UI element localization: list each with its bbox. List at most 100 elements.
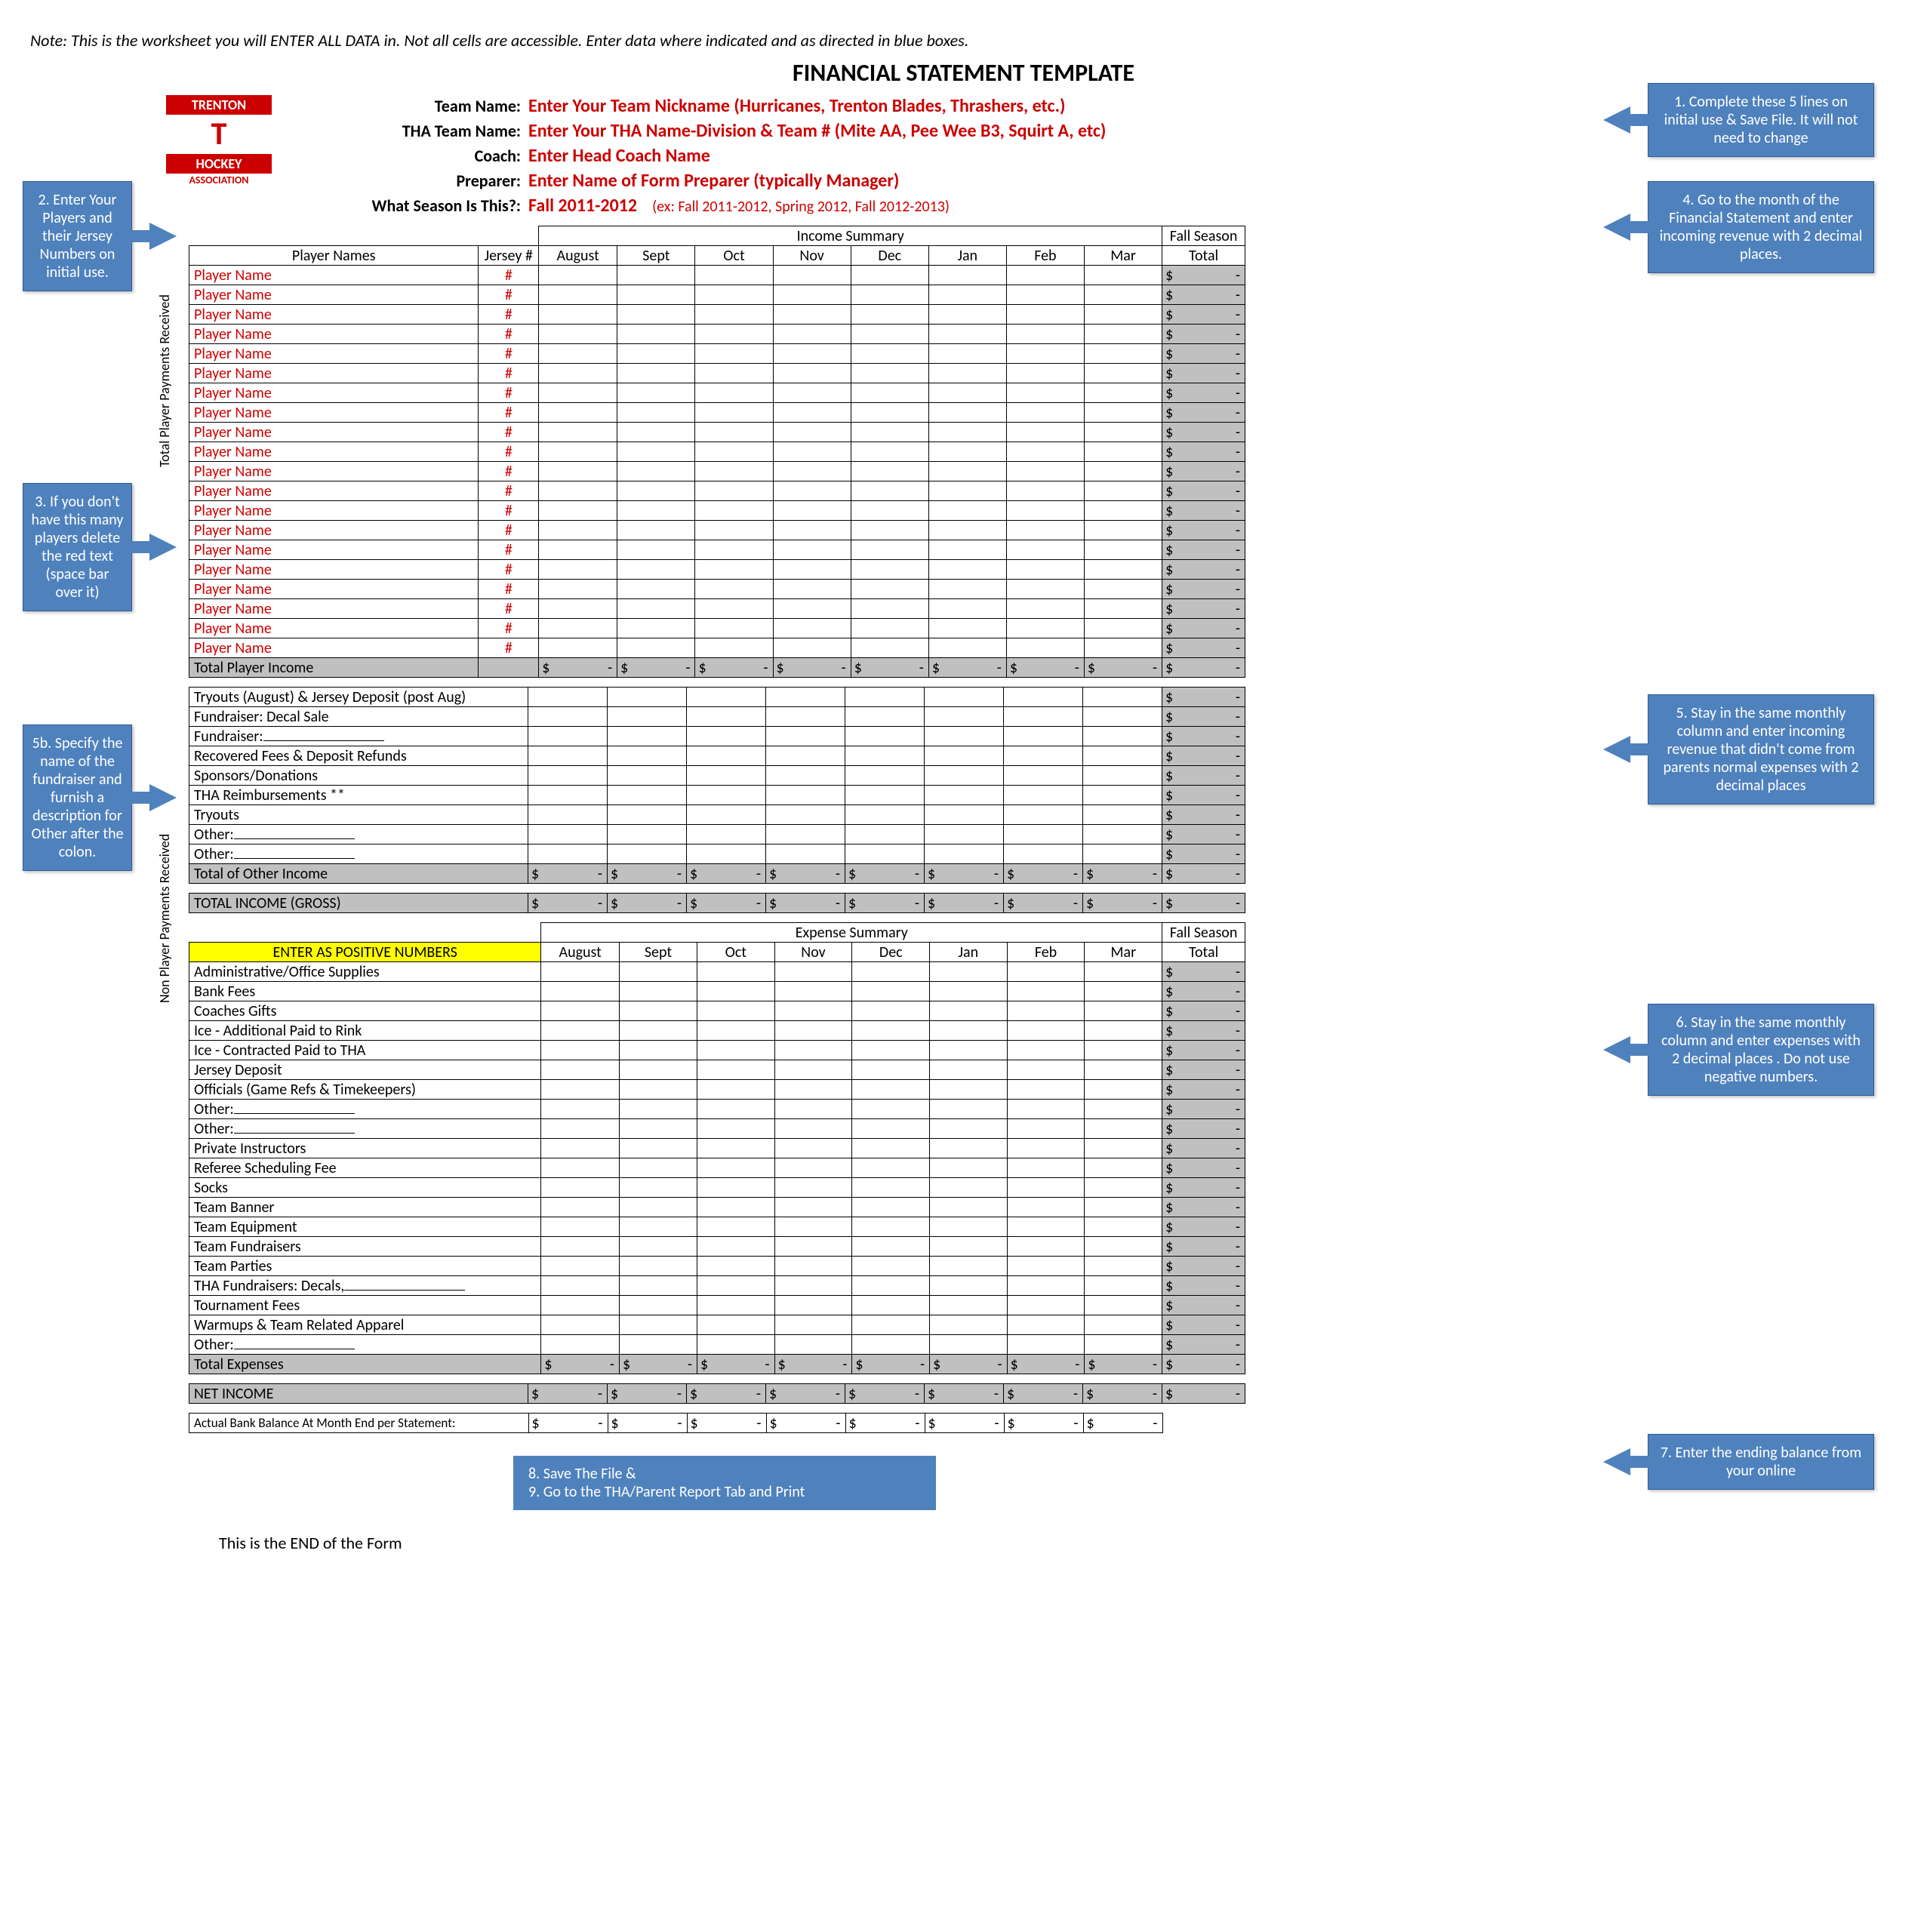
player-name-cell[interactable]: Player Name xyxy=(189,403,479,423)
expense-cell[interactable] xyxy=(774,1158,852,1178)
income-cell[interactable] xyxy=(773,638,851,658)
bank-balance-cell[interactable]: - xyxy=(687,1414,766,1433)
nonplayer-cell[interactable] xyxy=(766,805,845,825)
nonplayer-cell[interactable] xyxy=(1083,825,1162,844)
expense-cell[interactable] xyxy=(697,1100,774,1119)
nonplayer-cell[interactable] xyxy=(925,805,1004,825)
expense-cell[interactable] xyxy=(620,1080,697,1100)
expense-cell[interactable] xyxy=(620,1217,697,1237)
jersey-cell[interactable]: # xyxy=(479,501,539,521)
income-cell[interactable] xyxy=(851,285,928,305)
expense-cell[interactable] xyxy=(930,1237,1008,1257)
nonplayer-cell[interactable] xyxy=(845,805,925,825)
income-cell[interactable] xyxy=(773,619,851,638)
jersey-cell[interactable]: # xyxy=(479,599,539,619)
income-cell[interactable] xyxy=(1006,442,1084,462)
nonplayer-cell[interactable] xyxy=(687,844,766,864)
income-cell[interactable] xyxy=(695,442,773,462)
nonplayer-cell[interactable] xyxy=(845,825,925,844)
income-cell[interactable] xyxy=(695,638,773,658)
expense-cell[interactable] xyxy=(930,982,1008,1001)
income-cell[interactable] xyxy=(773,383,851,403)
expense-cell[interactable] xyxy=(620,1021,697,1041)
income-cell[interactable] xyxy=(617,481,695,501)
expense-cell[interactable] xyxy=(774,1276,852,1296)
expense-cell[interactable] xyxy=(1007,1139,1085,1158)
income-cell[interactable] xyxy=(539,325,617,344)
income-cell[interactable] xyxy=(773,266,851,285)
expense-cell[interactable] xyxy=(930,1139,1008,1158)
expense-cell[interactable] xyxy=(930,1315,1008,1335)
income-cell[interactable] xyxy=(851,481,928,501)
bank-balance-cell[interactable]: - xyxy=(608,1414,687,1433)
income-cell[interactable] xyxy=(695,599,773,619)
nonplayer-cell[interactable] xyxy=(687,766,766,786)
income-cell[interactable] xyxy=(617,403,695,423)
jersey-cell[interactable]: # xyxy=(479,285,539,305)
bank-balance-cell[interactable]: - xyxy=(766,1414,845,1433)
coach-field[interactable]: Enter Head Coach Name xyxy=(528,145,710,167)
income-cell[interactable] xyxy=(617,305,695,325)
nonplayer-cell[interactable] xyxy=(925,727,1004,746)
nonplayer-cell[interactable] xyxy=(925,688,1004,707)
expense-cell[interactable] xyxy=(541,1080,620,1100)
expense-cell[interactable] xyxy=(930,1257,1008,1276)
income-cell[interactable] xyxy=(695,344,773,364)
expense-cell[interactable] xyxy=(697,1080,774,1100)
income-cell[interactable] xyxy=(1006,540,1084,560)
expense-cell[interactable] xyxy=(852,1315,930,1335)
income-cell[interactable] xyxy=(851,403,928,423)
expense-cell[interactable] xyxy=(1007,1335,1085,1355)
jersey-cell[interactable]: # xyxy=(479,383,539,403)
nonplayer-cell[interactable] xyxy=(845,746,925,766)
income-cell[interactable] xyxy=(1006,501,1084,521)
expense-cell[interactable] xyxy=(774,1296,852,1315)
income-cell[interactable] xyxy=(928,580,1006,599)
expense-cell[interactable] xyxy=(1007,1080,1085,1100)
income-cell[interactable] xyxy=(617,285,695,305)
nonplayer-cell[interactable] xyxy=(845,766,925,786)
expense-cell[interactable] xyxy=(541,1060,620,1080)
expense-cell[interactable] xyxy=(930,1158,1008,1178)
income-cell[interactable] xyxy=(928,481,1006,501)
expense-cell[interactable] xyxy=(1007,1158,1085,1178)
nonplayer-label[interactable]: Sponsors/Donations xyxy=(189,766,528,786)
income-cell[interactable] xyxy=(928,266,1006,285)
expense-label[interactable]: Team Banner xyxy=(189,1198,541,1217)
expense-cell[interactable] xyxy=(541,1237,620,1257)
expense-label[interactable]: Officials (Game Refs & Timekeepers) xyxy=(189,1080,541,1100)
expense-cell[interactable] xyxy=(620,1001,697,1021)
nonplayer-cell[interactable] xyxy=(608,786,687,805)
expense-cell[interactable] xyxy=(1085,1257,1162,1276)
expense-cell[interactable] xyxy=(774,1100,852,1119)
jersey-cell[interactable]: # xyxy=(479,540,539,560)
nonplayer-label[interactable]: Other: xyxy=(189,844,528,864)
bank-balance-cell[interactable]: - xyxy=(1083,1414,1162,1433)
team-name-field[interactable]: Enter Your Team Nickname (Hurricanes, Tr… xyxy=(528,95,1065,117)
nonplayer-cell[interactable] xyxy=(1004,766,1083,786)
nonplayer-cell[interactable] xyxy=(1083,786,1162,805)
nonplayer-cell[interactable] xyxy=(766,786,845,805)
jersey-cell[interactable]: # xyxy=(479,521,539,540)
nonplayer-cell[interactable] xyxy=(687,825,766,844)
income-cell[interactable] xyxy=(617,599,695,619)
player-name-cell[interactable]: Player Name xyxy=(189,266,479,285)
nonplayer-cell[interactable] xyxy=(925,766,1004,786)
player-name-cell[interactable]: Player Name xyxy=(189,540,479,560)
nonplayer-label[interactable]: Other: xyxy=(189,825,528,844)
expense-cell[interactable] xyxy=(541,1335,620,1355)
nonplayer-cell[interactable] xyxy=(1004,786,1083,805)
expense-cell[interactable] xyxy=(930,1119,1008,1139)
income-cell[interactable] xyxy=(617,560,695,580)
income-cell[interactable] xyxy=(695,305,773,325)
player-name-cell[interactable]: Player Name xyxy=(189,481,479,501)
income-cell[interactable] xyxy=(1006,462,1084,481)
nonplayer-cell[interactable] xyxy=(608,688,687,707)
income-cell[interactable] xyxy=(695,501,773,521)
nonplayer-cell[interactable] xyxy=(528,746,608,766)
expense-cell[interactable] xyxy=(774,1021,852,1041)
player-name-cell[interactable]: Player Name xyxy=(189,462,479,481)
jersey-cell[interactable]: # xyxy=(479,560,539,580)
expense-cell[interactable] xyxy=(620,1041,697,1060)
nonplayer-cell[interactable] xyxy=(1083,805,1162,825)
